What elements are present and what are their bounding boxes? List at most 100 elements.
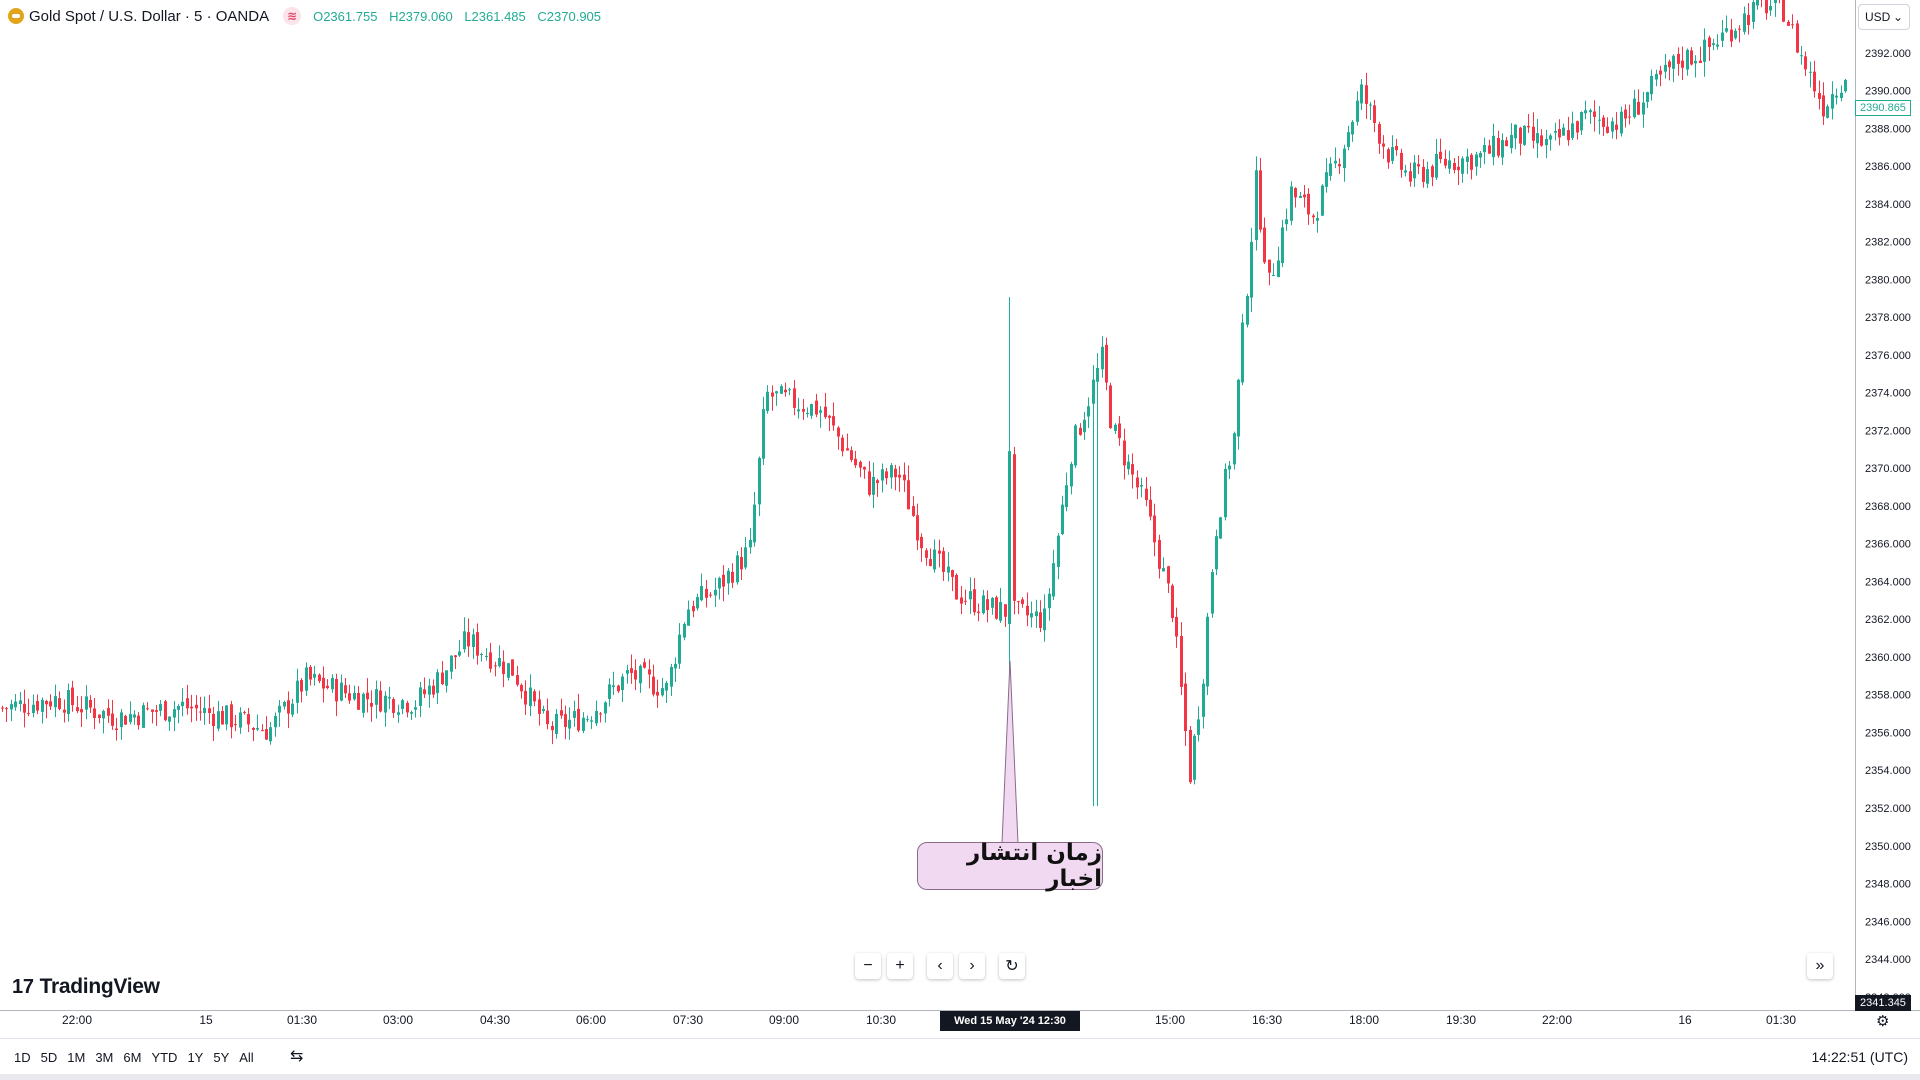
candle-body	[1334, 160, 1337, 164]
candle-body	[872, 476, 875, 495]
range-button-all[interactable]: All	[239, 1049, 254, 1065]
tradingview-logo[interactable]: 17 TradingView	[12, 975, 160, 999]
candle-body	[1303, 194, 1306, 198]
candle-body	[846, 448, 849, 451]
source-icon[interactable]: ≋	[283, 7, 302, 25]
candle-body	[230, 704, 233, 728]
candle-body	[340, 682, 343, 701]
candle-body	[1233, 433, 1236, 465]
candle-body	[749, 539, 752, 548]
range-button-1m[interactable]: 1M	[67, 1049, 86, 1065]
candle-body	[920, 536, 923, 549]
bottom-toolbar: 1D 5D 1M 3M 6M YTD 1Y 5Y All	[0, 1038, 1920, 1075]
candle-body	[538, 699, 541, 714]
candle-body	[239, 712, 242, 728]
candle-body	[507, 663, 510, 678]
candle-body	[1774, 0, 1777, 4]
range-button-1y[interactable]: 1Y	[187, 1049, 204, 1065]
candle-body	[982, 595, 985, 614]
candle-body	[76, 707, 79, 712]
candle-body	[788, 389, 791, 391]
zoom-in-button[interactable]: +	[887, 953, 913, 979]
zoom-out-button[interactable]: −	[855, 953, 881, 979]
range-button-5d[interactable]: 5D	[40, 1049, 58, 1065]
candle-body	[612, 685, 615, 688]
candle-body	[1175, 616, 1178, 637]
candle-body	[850, 450, 853, 460]
candle-body	[1039, 612, 1042, 628]
gear-icon[interactable]: ⚙	[1876, 1013, 1890, 1030]
price-tick-label: 2368.000	[1865, 501, 1911, 513]
candle-body	[1167, 566, 1170, 584]
candle-body	[1299, 195, 1302, 198]
candle-body	[1602, 117, 1605, 127]
candle-body	[423, 689, 426, 695]
range-button-6m[interactable]: 6M	[123, 1049, 142, 1065]
candle-body	[1149, 499, 1152, 517]
time-tick-label: 03:00	[382, 1013, 414, 1027]
scroll-to-realtime-button[interactable]: »	[1807, 953, 1833, 979]
candle-body	[146, 708, 149, 710]
range-button-ytd[interactable]: YTD	[151, 1049, 178, 1065]
candle-body	[1241, 322, 1244, 383]
calendar-goto-icon[interactable]: ⇆	[290, 1048, 304, 1065]
candle-body	[1338, 164, 1341, 167]
close-value: 2370.905	[546, 8, 602, 24]
range-button-3m[interactable]: 3M	[95, 1049, 114, 1065]
candle-body	[1079, 427, 1082, 435]
candle-body	[199, 711, 202, 713]
candle-body	[815, 400, 818, 415]
candle-body	[1347, 132, 1350, 147]
candle-body	[1769, 5, 1772, 11]
candle-body	[1065, 485, 1068, 508]
candle-body	[1228, 465, 1231, 470]
candle-body	[1483, 145, 1486, 153]
candle-body	[445, 670, 448, 686]
candle-body	[1431, 166, 1434, 178]
candle-body	[5, 708, 8, 710]
reset-chart-button[interactable]: ↻	[999, 953, 1025, 979]
currency-select[interactable]: USD ⌄	[1858, 4, 1910, 30]
candle-body	[652, 676, 655, 695]
symbol-title[interactable]: Gold Spot / U.S. Dollar · 5 · OANDA	[29, 7, 270, 25]
logo-mark-icon: 17	[12, 975, 34, 998]
candle-body	[489, 652, 492, 669]
time-tick-label: 10:30	[865, 1013, 897, 1027]
news-release-callout[interactable]: زمان انتشار اخبار	[917, 840, 1103, 892]
candle-body	[1237, 379, 1240, 437]
candle-body	[903, 474, 906, 481]
utc-clock[interactable]: 14:22:51 (UTC)	[1811, 1049, 1908, 1065]
candle-body	[744, 547, 747, 568]
scroll-left-button[interactable]: ‹	[927, 953, 953, 979]
candle-body	[397, 712, 400, 715]
candle-body	[1571, 123, 1574, 138]
range-button-1d[interactable]: 1D	[14, 1049, 31, 1065]
candle-body	[1048, 593, 1051, 609]
candle-body	[1215, 536, 1218, 570]
candle-body	[454, 655, 457, 658]
candle-body	[362, 693, 365, 713]
candle-body	[784, 389, 787, 393]
price-tick-label: 2370.000	[1865, 463, 1911, 475]
candle-body	[1747, 14, 1750, 25]
scroll-right-button[interactable]: ›	[959, 953, 985, 979]
candle-body	[208, 708, 211, 713]
range-button-5y[interactable]: 5Y	[213, 1049, 230, 1065]
candle-body	[929, 559, 932, 567]
candle-body	[1211, 572, 1214, 614]
candle-body	[463, 631, 466, 650]
candle-body	[322, 677, 325, 689]
candle-body	[1074, 425, 1077, 466]
candle-body	[384, 695, 387, 713]
time-tick-label: 06:00	[575, 1013, 607, 1027]
candle-body	[71, 687, 74, 706]
candle-body	[674, 663, 677, 669]
candle-body	[643, 662, 646, 668]
candle-body	[1373, 105, 1376, 123]
candle-body	[1180, 636, 1183, 687]
low-value: 2361.485	[471, 8, 526, 24]
candle-body	[151, 709, 154, 712]
candle-body	[1826, 106, 1829, 118]
candle-body	[243, 711, 246, 713]
